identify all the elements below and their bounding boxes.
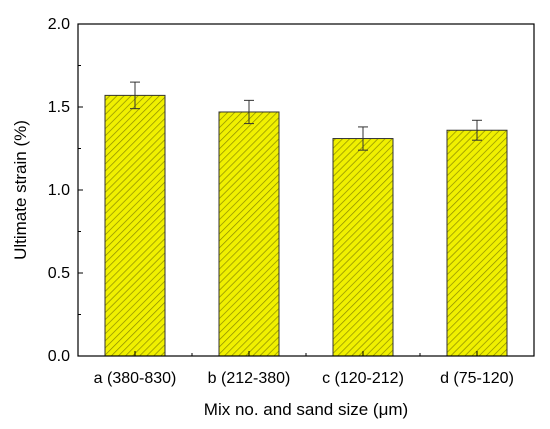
y-tick-label: 0.0 bbox=[48, 348, 70, 365]
axes-layer: 0.0 0.5 1.0 1.5 2.0 a (380-830) b (212-380) c (… bbox=[48, 16, 514, 387]
bar-0 bbox=[104, 94, 166, 357]
x-tick-label: b (212-380) bbox=[208, 370, 291, 387]
error-bar-2 bbox=[358, 126, 368, 151]
y-tick-label: 2.0 bbox=[48, 16, 70, 33]
y-tick-label: 1.5 bbox=[48, 99, 70, 116]
x-tick-label: a (380-830) bbox=[94, 370, 177, 387]
y-axis-title: Ultimate strain (%) bbox=[11, 120, 30, 260]
bar-1 bbox=[218, 111, 280, 357]
x-tick-label: c (120-212) bbox=[322, 370, 404, 387]
error-bar-1 bbox=[244, 99, 254, 125]
y-tick-label: 0.5 bbox=[48, 265, 70, 282]
y-tick-label: 1.0 bbox=[48, 182, 70, 199]
bars-layer bbox=[104, 81, 508, 357]
bar-2 bbox=[332, 138, 394, 357]
error-bar-3 bbox=[472, 119, 482, 141]
bar-3 bbox=[446, 129, 508, 357]
x-tick-label: d (75-120) bbox=[440, 370, 514, 387]
error-bar-0 bbox=[130, 81, 140, 110]
x-axis-title: Mix no. and sand size (μm) bbox=[204, 400, 408, 419]
